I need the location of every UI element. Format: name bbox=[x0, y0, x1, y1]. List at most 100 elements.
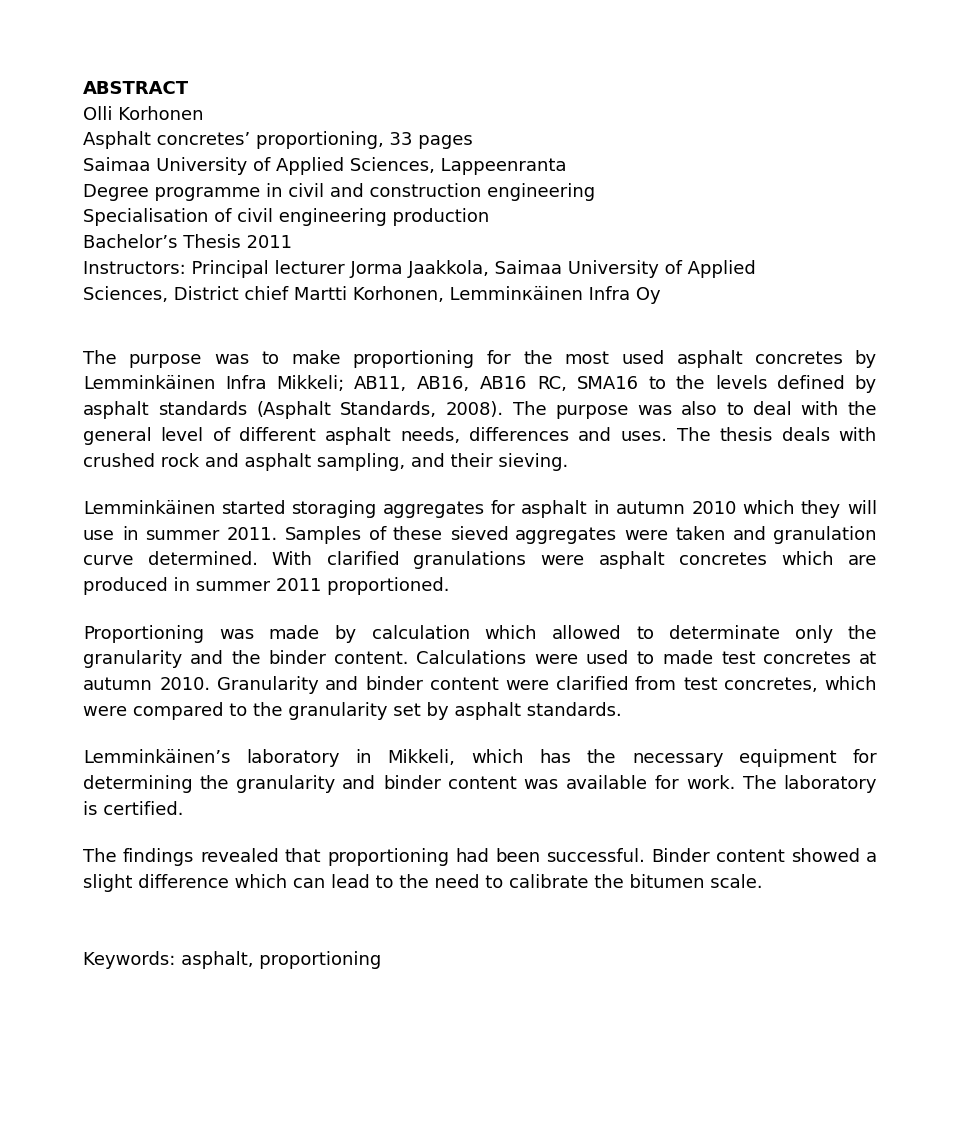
Text: used: used bbox=[621, 350, 664, 368]
Text: showed: showed bbox=[791, 848, 860, 866]
Text: in: in bbox=[355, 749, 372, 768]
Text: equipment: equipment bbox=[739, 749, 836, 768]
Text: were: were bbox=[540, 551, 585, 570]
Text: Specialisation of civil engineering production: Specialisation of civil engineering prod… bbox=[83, 209, 490, 227]
Text: Granularity: Granularity bbox=[217, 676, 319, 694]
Text: Keywords: asphalt, proportioning: Keywords: asphalt, proportioning bbox=[83, 951, 381, 970]
Text: use: use bbox=[83, 526, 115, 544]
Text: Olli Korhonen: Olli Korhonen bbox=[83, 105, 204, 124]
Text: of: of bbox=[369, 526, 386, 544]
Text: Binder: Binder bbox=[651, 848, 710, 866]
Text: the: the bbox=[231, 651, 261, 668]
Text: Bachelor’s Thesis 2011: Bachelor’s Thesis 2011 bbox=[83, 234, 292, 252]
Text: defined: defined bbox=[778, 376, 845, 393]
Text: by: by bbox=[335, 625, 357, 643]
Text: granularity: granularity bbox=[83, 651, 182, 668]
Text: made: made bbox=[269, 625, 320, 643]
Text: will: will bbox=[847, 500, 877, 518]
Text: has: has bbox=[540, 749, 571, 768]
Text: granulations: granulations bbox=[413, 551, 526, 570]
Text: slight difference which can lead to the need to calibrate the bitumen scale.: slight difference which can lead to the … bbox=[83, 874, 762, 892]
Text: to: to bbox=[636, 625, 654, 643]
Text: necessary: necessary bbox=[632, 749, 724, 768]
Text: also: also bbox=[681, 401, 717, 419]
Text: determinate: determinate bbox=[669, 625, 780, 643]
Text: for: for bbox=[852, 749, 877, 768]
Text: ABSTRACT: ABSTRACT bbox=[83, 80, 189, 99]
Text: deals: deals bbox=[781, 426, 829, 445]
Text: made: made bbox=[662, 651, 713, 668]
Text: proportioning: proportioning bbox=[352, 350, 474, 368]
Text: was: was bbox=[214, 350, 250, 368]
Text: with: with bbox=[839, 426, 877, 445]
Text: which: which bbox=[485, 625, 537, 643]
Text: summer: summer bbox=[145, 526, 220, 544]
Text: laboratory: laboratory bbox=[246, 749, 340, 768]
Text: autumn: autumn bbox=[83, 676, 153, 694]
Text: determined.: determined. bbox=[148, 551, 257, 570]
Text: to: to bbox=[648, 376, 666, 393]
Text: The: The bbox=[677, 426, 710, 445]
Text: storaging: storaging bbox=[292, 500, 376, 518]
Text: for: for bbox=[487, 350, 511, 368]
Text: differences: differences bbox=[469, 426, 569, 445]
Text: general: general bbox=[83, 426, 152, 445]
Text: Infra: Infra bbox=[225, 376, 267, 393]
Text: taken: taken bbox=[676, 526, 726, 544]
Text: Proportioning: Proportioning bbox=[83, 625, 204, 643]
Text: The: The bbox=[513, 401, 546, 419]
Text: findings: findings bbox=[123, 848, 194, 866]
Text: to: to bbox=[636, 651, 655, 668]
Text: were compared to the granularity set by asphalt standards.: were compared to the granularity set by … bbox=[83, 701, 622, 720]
Text: revealed: revealed bbox=[200, 848, 278, 866]
Text: thesis: thesis bbox=[719, 426, 773, 445]
Text: sieved: sieved bbox=[449, 526, 509, 544]
Text: asphalt: asphalt bbox=[598, 551, 665, 570]
Text: make: make bbox=[291, 350, 341, 368]
Text: is certified.: is certified. bbox=[83, 801, 183, 818]
Text: which: which bbox=[781, 551, 833, 570]
Text: aggregates: aggregates bbox=[383, 500, 485, 518]
Text: in: in bbox=[122, 526, 138, 544]
Text: content: content bbox=[448, 775, 516, 793]
Text: successful.: successful. bbox=[546, 848, 645, 866]
Text: (Asphalt: (Asphalt bbox=[256, 401, 331, 419]
Text: at: at bbox=[859, 651, 877, 668]
Text: 2008).: 2008). bbox=[445, 401, 504, 419]
Text: curve: curve bbox=[83, 551, 133, 570]
Text: 2010: 2010 bbox=[691, 500, 736, 518]
Text: clarified: clarified bbox=[326, 551, 399, 570]
Text: a: a bbox=[866, 848, 877, 866]
Text: The: The bbox=[743, 775, 777, 793]
Text: and: and bbox=[190, 651, 224, 668]
Text: Standards,: Standards, bbox=[340, 401, 437, 419]
Text: SMA16: SMA16 bbox=[577, 376, 638, 393]
Text: used: used bbox=[586, 651, 629, 668]
Text: had: had bbox=[455, 848, 490, 866]
Text: asphalt: asphalt bbox=[677, 350, 743, 368]
Text: clarified: clarified bbox=[556, 676, 629, 694]
Text: Mikkeli,: Mikkeli, bbox=[388, 749, 455, 768]
Text: they: they bbox=[801, 500, 841, 518]
Text: and: and bbox=[732, 526, 767, 544]
Text: by: by bbox=[854, 376, 877, 393]
Text: concretes,: concretes, bbox=[725, 676, 818, 694]
Text: binder: binder bbox=[269, 651, 326, 668]
Text: for: for bbox=[491, 500, 516, 518]
Text: granulation: granulation bbox=[774, 526, 877, 544]
Text: level: level bbox=[160, 426, 204, 445]
Text: test: test bbox=[721, 651, 756, 668]
Text: and: and bbox=[578, 426, 612, 445]
Text: the: the bbox=[523, 350, 553, 368]
Text: Lemminkäinen’s: Lemminkäinen’s bbox=[83, 749, 230, 768]
Text: was: was bbox=[219, 625, 254, 643]
Text: Calculations: Calculations bbox=[417, 651, 526, 668]
Text: only: only bbox=[795, 625, 832, 643]
Text: the: the bbox=[200, 775, 229, 793]
Text: available: available bbox=[566, 775, 648, 793]
Text: asphalt: asphalt bbox=[324, 426, 391, 445]
Text: AB16: AB16 bbox=[480, 376, 527, 393]
Text: RC,: RC, bbox=[537, 376, 566, 393]
Text: calculation: calculation bbox=[372, 625, 469, 643]
Text: concretes: concretes bbox=[756, 350, 843, 368]
